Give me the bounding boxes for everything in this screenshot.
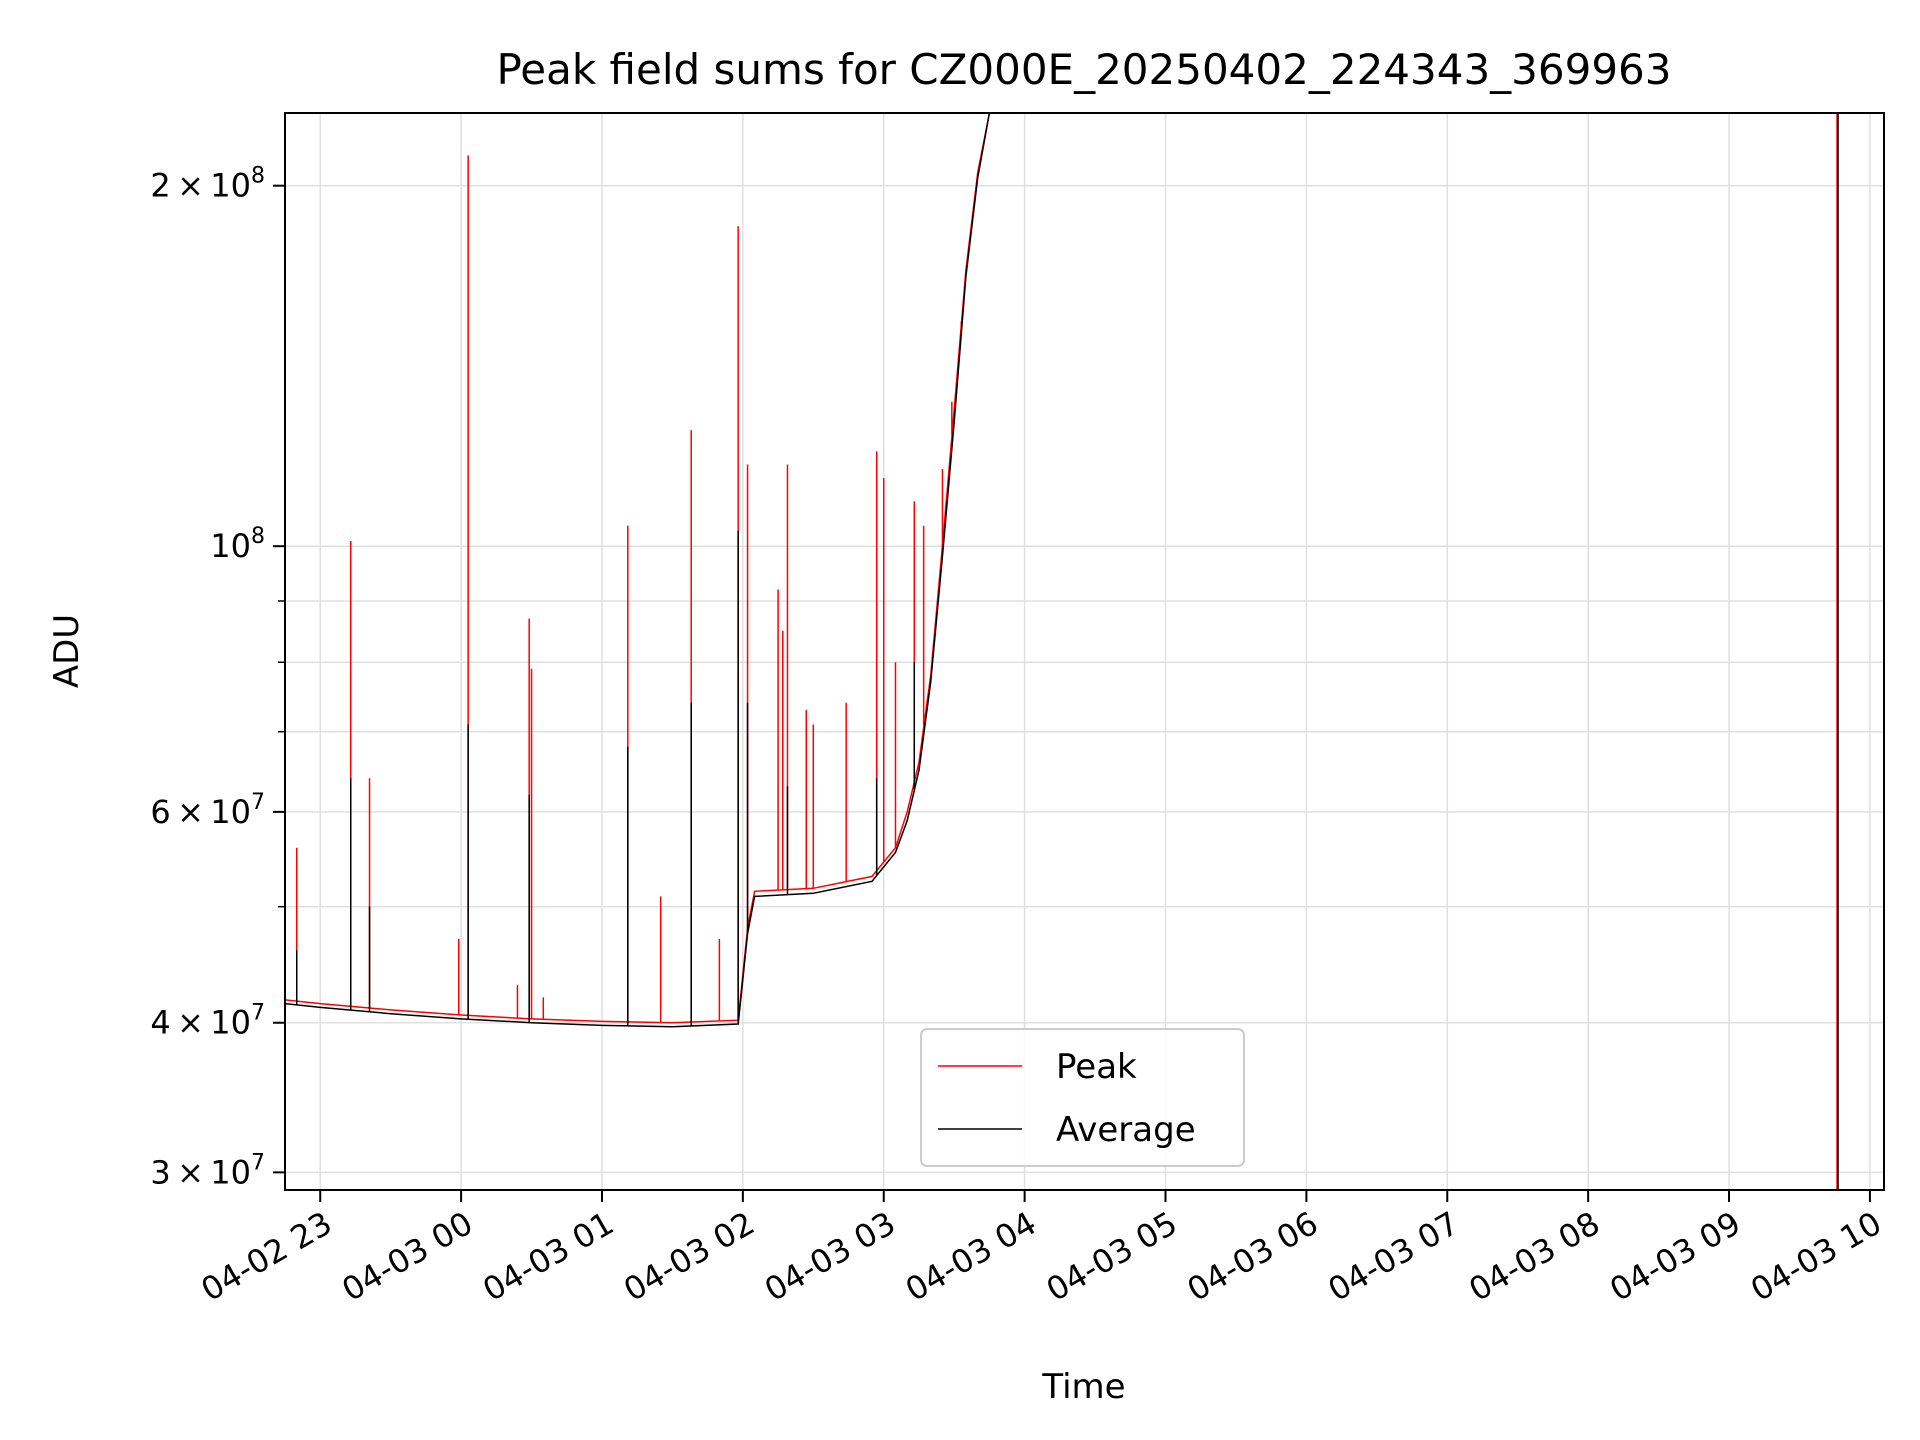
legend-label-peak: Peak	[1056, 1047, 1137, 1087]
x-tick-label: 04-03 07	[1322, 1204, 1466, 1309]
chart-title: Peak field sums for CZ000E_20250402_2243…	[496, 45, 1671, 94]
axes-frame	[284, 112, 1885, 1191]
y-tick-label: 6 × 107	[150, 790, 265, 831]
plot-area	[285, 113, 1839, 1190]
series-line-average	[285, 113, 1835, 1028]
x-tick-label: 04-03 04	[899, 1204, 1043, 1309]
series-line-peak	[285, 113, 1835, 1024]
x-axis-label: Time	[1041, 1367, 1125, 1407]
x-tick-label: 04-03 06	[1181, 1204, 1325, 1309]
y-axis: 3 × 107 4 × 107 6 × 107 108 2 × 108	[150, 164, 285, 1191]
x-tick-label: 04-03 08	[1463, 1204, 1607, 1309]
grid-lines	[285, 113, 1884, 1190]
legend-box	[920, 1028, 1245, 1167]
x-tick-label: 04-03 00	[336, 1204, 480, 1309]
y-tick-label: 108	[210, 524, 265, 565]
x-tick-label: 04-03 02	[617, 1204, 761, 1309]
y-tick-label: 2 × 108	[150, 164, 265, 205]
y-axis-label: ADU	[47, 614, 87, 688]
y-tick-label: 4 × 107	[150, 1001, 265, 1042]
x-tick-label: 04-02 23	[195, 1204, 339, 1309]
x-tick-label: 04-03 03	[758, 1204, 902, 1309]
x-tick-label: 04-03 09	[1603, 1204, 1747, 1309]
x-tick-label: 04-03 10	[1744, 1204, 1888, 1309]
x-tick-label: 04-03 05	[1040, 1204, 1184, 1309]
y-tick-label: 3 × 107	[150, 1150, 265, 1191]
x-tick-label: 04-03 01	[476, 1204, 620, 1309]
legend-label-average: Average	[1056, 1110, 1196, 1150]
legend: Peak Average	[920, 1028, 1245, 1167]
